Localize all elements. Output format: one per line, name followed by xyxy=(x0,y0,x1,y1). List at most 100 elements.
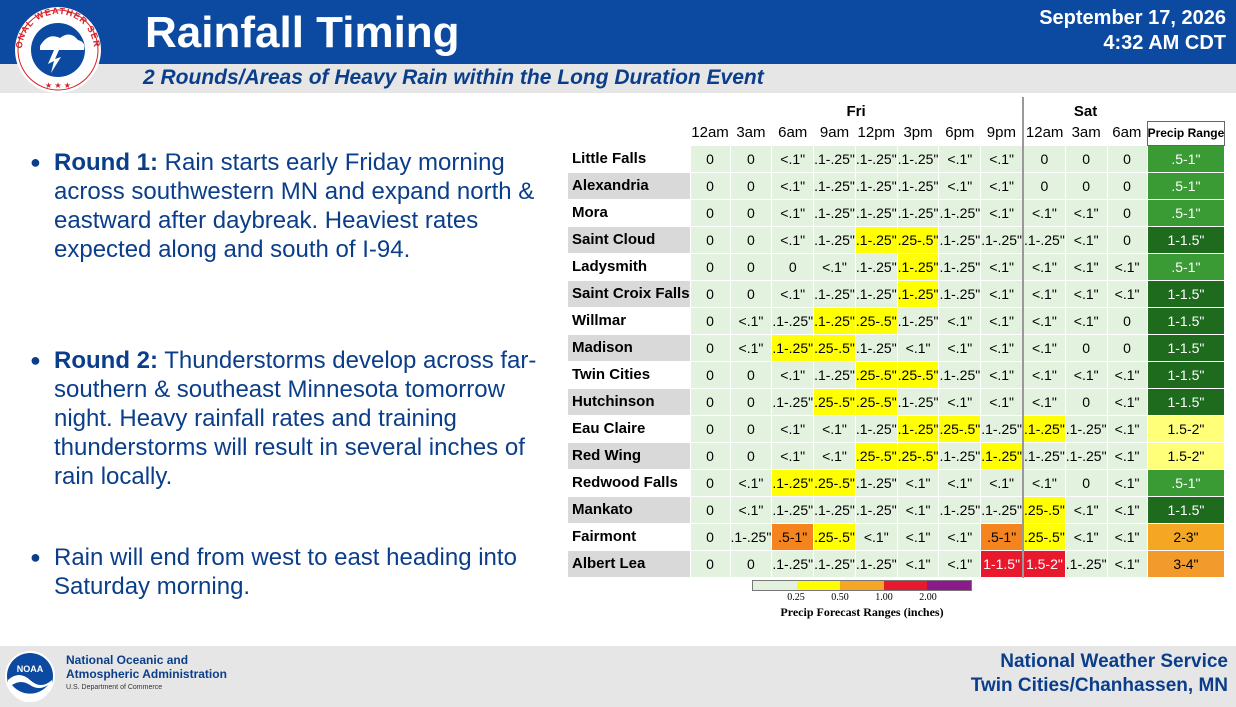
timing-cell: .1-.25" xyxy=(854,252,898,281)
time-header: 3pm xyxy=(903,124,933,142)
timing-cell: 1.5-2" xyxy=(1022,549,1066,578)
city-name: Madison xyxy=(568,334,691,362)
rainfall-timing-table: Fri Sat 12am 3am 6am 9am 12pm 3pm 6pm 9pm 12am 3a… xyxy=(568,97,1236,579)
timing-cell: <.1" xyxy=(896,495,940,524)
timing-cell: .25-.5" xyxy=(813,387,856,416)
timing-cell: <.1" xyxy=(1022,198,1066,227)
header-bar xyxy=(0,0,1236,64)
timing-cell: <.1" xyxy=(1106,279,1148,308)
bullet-text: Rain will end from west to east heading … xyxy=(54,544,517,600)
timing-cell: .1-.25" xyxy=(896,171,940,200)
timing-cell: <.1" xyxy=(1106,414,1148,443)
timing-cell: .1-.25" xyxy=(771,495,815,524)
timing-cell: <.1" xyxy=(938,306,982,335)
page-title: Rainfall Timing xyxy=(145,8,460,57)
table-row: Little Falls 0 0 <.1" .1-.25" .1-.25" .1-.25" <… xyxy=(568,144,1226,173)
precip-range-cell: 1-1.5" xyxy=(1146,225,1226,254)
timing-cell: 0 xyxy=(1106,144,1148,173)
precip-range-cell: 1.5-2" xyxy=(1146,441,1226,470)
bullet-text: Rain starts early Friday morning across … xyxy=(54,149,535,263)
timing-cell: 0 xyxy=(689,198,731,227)
table-row: Alexandria 0 0 <.1" .1-.25" .1-.25" .1-.25" <.1… xyxy=(568,171,1226,200)
time-header: 9am xyxy=(819,124,850,142)
timing-cell: <.1" xyxy=(1022,360,1066,389)
timing-cell: <.1" xyxy=(1064,495,1108,524)
timing-cell: .1-.25" xyxy=(896,252,940,281)
timing-cell: <.1" xyxy=(1064,522,1108,551)
noaa-name: National Oceanic and Atmospheric Adminis… xyxy=(66,653,227,681)
timing-cell: <.1" xyxy=(771,171,815,200)
timing-cell: .25-.5" xyxy=(896,360,940,389)
table-row: Albert Lea 0 0.1-.25" .1-.25" .1-.25" <.1" <.1… xyxy=(568,549,1226,578)
timing-cell: .1-.25" xyxy=(1064,441,1108,470)
timing-cell: .25-.5" xyxy=(813,522,856,551)
timing-cell: <.1" xyxy=(729,333,773,362)
timing-cell: <.1" xyxy=(771,225,815,254)
table-row: Hutchinson 0 0.1-.25" .25-.5" .25-.5" .1-.25"… xyxy=(568,387,1226,416)
timing-cell: .5-1" xyxy=(771,522,815,551)
timing-cell: .1-.25" xyxy=(813,279,856,308)
city-name: Saint Cloud xyxy=(568,226,691,254)
timing-cell: <.1" xyxy=(896,549,940,578)
timing-cell: .25-.5" xyxy=(938,414,982,443)
timing-cell: <.1" xyxy=(980,306,1024,335)
timing-cell: 0 xyxy=(689,333,731,362)
timing-cell: <.1" xyxy=(1064,225,1108,254)
timing-cell: <.1" xyxy=(771,441,815,470)
precip-range-cell: .5-1" xyxy=(1146,171,1226,200)
timing-cell: 0 xyxy=(729,225,773,254)
timing-cell: 0 xyxy=(689,360,731,389)
legend-swatch xyxy=(883,581,928,590)
timing-cell: <.1" xyxy=(771,279,815,308)
timing-cell: .1-.25" xyxy=(1064,549,1108,578)
timing-cell: <.1" xyxy=(896,468,940,497)
timing-cell: .1-.25" xyxy=(896,198,940,227)
timing-cell: 0 xyxy=(729,252,773,281)
table-row: Mora 0 0 <.1" .1-.25" .1-.25" .1-.25" .1-.25" <.… xyxy=(568,198,1226,227)
timing-cell: <.1" xyxy=(771,360,815,389)
timing-cell: <.1" xyxy=(980,252,1024,281)
timing-cell: .1-.25" xyxy=(771,468,815,497)
timing-cell: 0 xyxy=(689,144,731,173)
timing-cell: <.1" xyxy=(1022,333,1066,362)
city-name: Ladysmith xyxy=(568,253,691,281)
timing-cell: .1-.25" xyxy=(813,360,856,389)
timing-cell: 1-1.5" xyxy=(980,549,1024,578)
timing-cell: 0 xyxy=(689,549,731,578)
timing-cell: <.1" xyxy=(938,468,982,497)
noaa-logo-icon: NOAA xyxy=(5,651,55,702)
timing-cell: <.1" xyxy=(1022,306,1066,335)
issue-datetime: September 17, 2026 4:32 AM CDT xyxy=(1039,6,1226,56)
legend-swatch xyxy=(840,581,884,590)
precip-legend: 0.25 0.50 1.00 2.00 Precip Forecast Ranges … xyxy=(752,580,972,624)
city-name: Redwood Falls xyxy=(568,469,691,497)
time-header: 12am xyxy=(691,124,729,142)
timing-cell: 0 xyxy=(1106,333,1148,362)
bullet-round-1: Round 1: Rain starts early Friday mornin… xyxy=(30,148,570,264)
timing-cell: <.1" xyxy=(980,468,1024,497)
table-row: Red Wing 0 0 <.1" <.1" .25-.5" .25-.5" .1-.25".… xyxy=(568,441,1226,470)
timing-cell: .1-.25" xyxy=(854,549,898,578)
time-header: 6am xyxy=(778,124,808,142)
noaa-name-line2: Atmospheric Administration xyxy=(66,667,227,681)
svg-text:★ ★ ★: ★ ★ ★ xyxy=(45,81,71,90)
timing-cell: 0 xyxy=(729,360,773,389)
precip-range-cell: 1-1.5" xyxy=(1146,495,1226,524)
timing-cell: .1-.25" xyxy=(854,468,898,497)
timing-cell: <.1" xyxy=(1022,252,1066,281)
city-name: Hutchinson xyxy=(568,388,691,416)
timing-cell: .1-.25" xyxy=(854,225,898,254)
timing-cell: 0 xyxy=(729,549,773,578)
bullet-bold: Round 2: xyxy=(54,347,158,374)
timing-cell: <.1" xyxy=(729,468,773,497)
time-header: 12am xyxy=(1022,121,1066,145)
timing-cell: 0 xyxy=(689,387,731,416)
precip-range-header: Precip Range xyxy=(1146,120,1226,146)
timing-cell: <.1" xyxy=(813,441,856,470)
timing-cell: <.1" xyxy=(1106,495,1148,524)
timing-cell: .1-.25" xyxy=(771,549,815,578)
timing-cell: .1-.25" xyxy=(980,495,1024,524)
timing-cell: .1-.25" xyxy=(980,441,1024,470)
timing-cell: .1-.25" xyxy=(854,414,898,443)
timing-cell: .1-.25" xyxy=(813,198,856,227)
